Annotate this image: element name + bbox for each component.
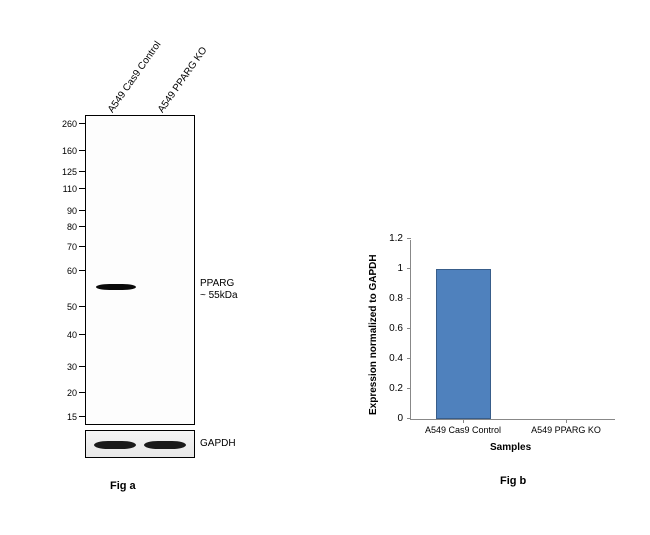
y-tick bbox=[407, 238, 411, 239]
y-axis-title: Expression normalized to GAPDH bbox=[368, 254, 379, 415]
x-axis-title: Samples bbox=[490, 442, 531, 453]
y-tick bbox=[407, 328, 411, 329]
target-label: PPARG bbox=[200, 278, 234, 289]
x-label-1: A549 Cas9 Control bbox=[425, 425, 501, 435]
x-tick bbox=[566, 419, 567, 423]
gapdh-band-lane2 bbox=[144, 441, 186, 449]
fig-b-label: Fig b bbox=[500, 475, 526, 487]
mw-label: 160 bbox=[49, 146, 77, 156]
lane-label-2: A549 PPARG KO bbox=[156, 45, 210, 115]
bar-chart-panel: 0 0.2 0.4 0.6 0.8 1 1.2 A549 Cas9 Contro… bbox=[360, 230, 630, 480]
chart-plot: 0 0.2 0.4 0.6 0.8 1 1.2 A549 Cas9 Contro… bbox=[410, 240, 615, 420]
mw-label: 80 bbox=[49, 222, 77, 232]
y-tick bbox=[407, 268, 411, 269]
pparg-blot bbox=[85, 115, 195, 425]
mw-label: 30 bbox=[49, 362, 77, 372]
western-blot-panel: A549 Cas9 Control A549 PPARG KO 260 160 … bbox=[45, 30, 275, 500]
mw-label: 15 bbox=[49, 412, 77, 422]
mw-label: 70 bbox=[49, 242, 77, 252]
lane-label-1: A549 Cas9 Control bbox=[106, 39, 163, 115]
gapdh-band-lane1 bbox=[94, 441, 136, 449]
y-tick bbox=[407, 298, 411, 299]
loading-label: GAPDH bbox=[200, 438, 236, 449]
target-mw: ~ 55kDa bbox=[200, 290, 238, 301]
y-tick bbox=[407, 358, 411, 359]
pparg-band-lane1 bbox=[96, 284, 136, 290]
mw-label: 50 bbox=[49, 302, 77, 312]
y-label: 1.2 bbox=[373, 233, 403, 244]
fig-a-label: Fig a bbox=[110, 480, 136, 492]
mw-label: 125 bbox=[49, 167, 77, 177]
mw-label: 90 bbox=[49, 206, 77, 216]
bar-1 bbox=[436, 269, 491, 419]
gapdh-blot bbox=[85, 430, 195, 458]
y-tick bbox=[407, 388, 411, 389]
mw-label: 110 bbox=[49, 184, 77, 194]
x-tick bbox=[463, 419, 464, 423]
y-tick bbox=[407, 418, 411, 419]
mw-label: 40 bbox=[49, 330, 77, 340]
mw-label: 260 bbox=[49, 119, 77, 129]
mw-label: 60 bbox=[49, 266, 77, 276]
mw-label: 20 bbox=[49, 388, 77, 398]
figure-container: A549 Cas9 Control A549 PPARG KO 260 160 … bbox=[0, 0, 650, 535]
x-label-2: A549 PPARG KO bbox=[531, 425, 601, 435]
lane-labels: A549 Cas9 Control A549 PPARG KO bbox=[100, 30, 210, 115]
